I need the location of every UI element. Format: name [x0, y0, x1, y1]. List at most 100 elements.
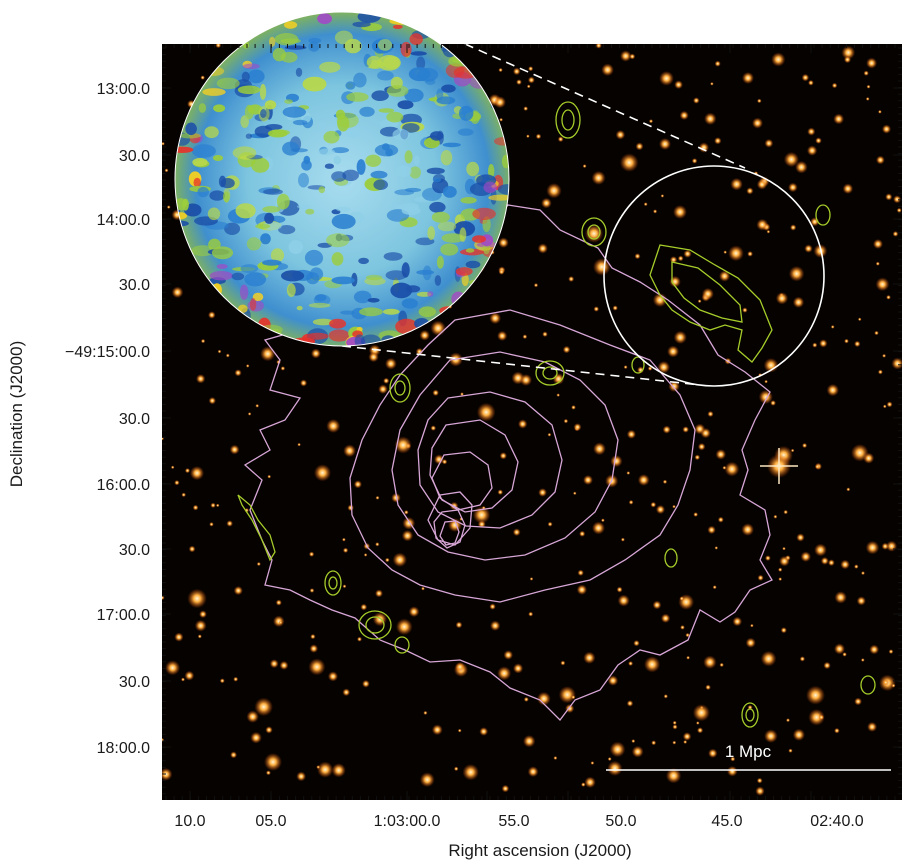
star	[310, 633, 316, 640]
star	[327, 671, 339, 682]
radio-contours	[237, 101, 876, 728]
inset-blob	[381, 143, 390, 151]
star	[775, 292, 789, 305]
star	[842, 652, 847, 657]
inset-blob	[392, 204, 403, 209]
star	[620, 50, 632, 62]
star	[430, 320, 446, 336]
x-tick-label: 02:40.0	[810, 813, 863, 830]
inset-blob	[237, 85, 261, 95]
star	[828, 559, 835, 567]
star	[528, 611, 534, 617]
inset-blob	[185, 122, 197, 136]
star	[560, 660, 566, 666]
star	[174, 480, 180, 486]
inset-connector-lower	[341, 345, 701, 386]
star	[663, 694, 668, 699]
star	[593, 258, 611, 276]
xray-contour-9	[439, 520, 460, 546]
star	[615, 130, 626, 140]
star	[626, 700, 634, 707]
star	[869, 644, 880, 655]
star	[269, 659, 279, 669]
star	[256, 561, 261, 567]
star	[233, 586, 243, 596]
star	[742, 307, 748, 313]
star	[162, 595, 165, 601]
star	[678, 594, 695, 610]
star	[792, 296, 805, 308]
star	[631, 745, 644, 758]
star	[812, 342, 818, 348]
bright-star	[673, 205, 687, 219]
star	[840, 559, 850, 570]
inset-blob	[213, 104, 226, 113]
star	[778, 567, 783, 572]
star	[419, 330, 431, 341]
star	[233, 676, 239, 682]
star	[667, 345, 680, 358]
inset-blob	[465, 260, 481, 269]
y-tick-label: −49:15:00.0	[65, 344, 150, 361]
star	[741, 523, 754, 536]
star	[651, 740, 657, 746]
inset-blob	[385, 270, 407, 281]
inset-blob	[223, 191, 230, 203]
inset-blob	[431, 211, 450, 223]
star	[533, 283, 539, 288]
star	[672, 740, 677, 745]
star	[308, 658, 326, 676]
star	[682, 426, 689, 433]
star	[806, 145, 818, 156]
inset-blob	[334, 30, 353, 45]
star	[878, 109, 882, 114]
star	[707, 525, 716, 535]
star	[727, 766, 738, 777]
star	[896, 207, 902, 213]
star	[527, 76, 535, 84]
star	[309, 588, 315, 593]
star	[745, 637, 756, 648]
star	[453, 766, 459, 772]
star	[860, 658, 865, 662]
star	[234, 369, 242, 377]
inset-blob	[377, 70, 394, 81]
star	[441, 459, 448, 465]
inset-blob	[281, 270, 305, 282]
star	[577, 569, 584, 576]
star	[683, 249, 692, 258]
star	[494, 96, 506, 109]
radio-filament	[237, 494, 276, 562]
star	[634, 253, 641, 260]
star	[679, 110, 689, 120]
star	[196, 374, 206, 384]
star	[882, 404, 887, 409]
star	[278, 620, 283, 625]
star	[732, 616, 743, 627]
inset-blob	[386, 111, 404, 123]
star	[593, 306, 600, 312]
star	[363, 553, 368, 557]
inset-blob	[365, 154, 382, 167]
star	[874, 330, 879, 336]
inset-blob	[193, 177, 201, 188]
star	[357, 636, 362, 642]
star	[619, 153, 639, 172]
inset-blob	[370, 170, 388, 179]
inset-blob	[254, 125, 273, 138]
inset-blob	[425, 78, 436, 85]
star	[423, 710, 428, 716]
star	[757, 574, 764, 581]
star	[217, 349, 222, 354]
star	[479, 727, 489, 736]
star	[841, 45, 856, 60]
star	[865, 540, 880, 555]
inset-connector-upper	[464, 44, 746, 169]
star	[714, 137, 722, 145]
inset-blob	[331, 252, 344, 266]
inset-blob	[413, 155, 420, 166]
inset-blob	[197, 186, 209, 198]
inset-blob	[345, 81, 356, 90]
star	[756, 777, 763, 784]
inset-blob	[427, 226, 436, 241]
